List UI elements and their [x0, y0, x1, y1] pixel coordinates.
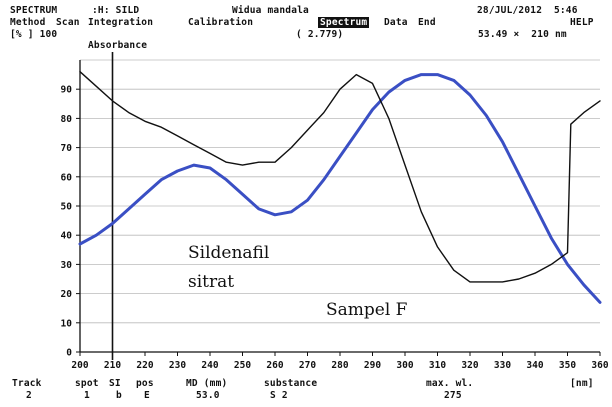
- help-button[interactable]: HELP: [570, 17, 594, 28]
- footer-value-track: 2: [26, 390, 32, 401]
- x-tick-label-330: 330: [494, 360, 511, 371]
- menu-spectrum[interactable]: Spectrum: [318, 17, 370, 28]
- series-line-sildenafil-sitrat: [78, 73, 602, 304]
- footer-header-track: Track: [12, 378, 42, 389]
- x-tick-label-340: 340: [526, 360, 543, 371]
- footer-value-si: b: [116, 390, 122, 401]
- x-tick-label-220: 220: [136, 360, 153, 371]
- y-tick-label-10: 10: [61, 318, 73, 329]
- x-tick-label-300: 300: [396, 360, 413, 371]
- x-tick-label-270: 270: [299, 360, 316, 371]
- x-tick-label-240: 240: [201, 360, 218, 371]
- sample-f-label: Sampel F: [326, 300, 408, 320]
- y-axis-unit: [% ] 100: [10, 29, 58, 40]
- y-tick-label-20: 20: [61, 289, 73, 300]
- footer-value-substance: S 2: [270, 390, 288, 401]
- y-tick-label-0: 0: [66, 348, 72, 359]
- x-tick-label-350: 350: [559, 360, 576, 371]
- footer-value-maxwl: 275: [444, 390, 462, 401]
- footer-header-spot: spot: [75, 378, 99, 389]
- file-label: :H: SILD: [92, 5, 140, 16]
- menu-data[interactable]: Data: [384, 17, 408, 28]
- footer-header-maxwl: max. wl.: [426, 378, 474, 389]
- series-line-sampel-f: [79, 70, 601, 283]
- x-tick-label-210: 210: [104, 360, 121, 371]
- x-tick-label-200: 200: [71, 360, 88, 371]
- menu-integration[interactable]: Integration: [88, 17, 154, 28]
- menu-method[interactable]: Method: [10, 17, 46, 28]
- datetime-label: 28/JUL/2012 5:46: [477, 5, 578, 16]
- footer-value-spot: 1: [84, 390, 90, 401]
- menu-end[interactable]: End: [418, 17, 436, 28]
- menu-scan[interactable]: Scan: [56, 17, 80, 28]
- footer-value-pos: E: [144, 390, 150, 401]
- x-tick-label-290: 290: [364, 360, 381, 371]
- y-tick-label-40: 40: [61, 231, 73, 242]
- y-tick-label-70: 70: [61, 143, 73, 154]
- x-tick-label-320: 320: [461, 360, 478, 371]
- y-tick-label-90: 90: [61, 85, 73, 96]
- x-tick-label-280: 280: [331, 360, 348, 371]
- mode-label: SPECTRUM: [10, 5, 58, 16]
- x-tick-label-260: 260: [266, 360, 283, 371]
- sildenafil-label-line2: sitrat: [188, 272, 235, 292]
- y-tick-label-60: 60: [61, 172, 73, 183]
- cursor-readout: 53.49 × 210 nm: [478, 29, 567, 40]
- menu-calibration[interactable]: Calibration: [188, 17, 254, 28]
- x-tick-label-250: 250: [234, 360, 251, 371]
- sildenafil-label-line1: Sildenafil: [188, 243, 270, 263]
- footer-header-md: MD (mm): [186, 378, 228, 389]
- x-tick-label-230: 230: [169, 360, 186, 371]
- y-tick-label-30: 30: [61, 260, 73, 271]
- footer-header-pos: pos: [136, 378, 154, 389]
- cursor-value: ( 2.779): [296, 29, 344, 40]
- x-tick-label-360: 360: [591, 360, 608, 371]
- x-tick-label-310: 310: [429, 360, 446, 371]
- y-tick-label-50: 50: [61, 202, 73, 213]
- footer-value-md: 53.0: [196, 390, 220, 401]
- footer-header-nm: [nm]: [570, 378, 594, 389]
- footer-header-si: SI: [109, 378, 121, 389]
- operator-label: Widua mandala: [232, 5, 309, 16]
- y-axis-quantity: Absorbance: [88, 40, 148, 51]
- footer-header-substance: substance: [264, 378, 318, 389]
- y-tick-label-80: 80: [61, 114, 73, 125]
